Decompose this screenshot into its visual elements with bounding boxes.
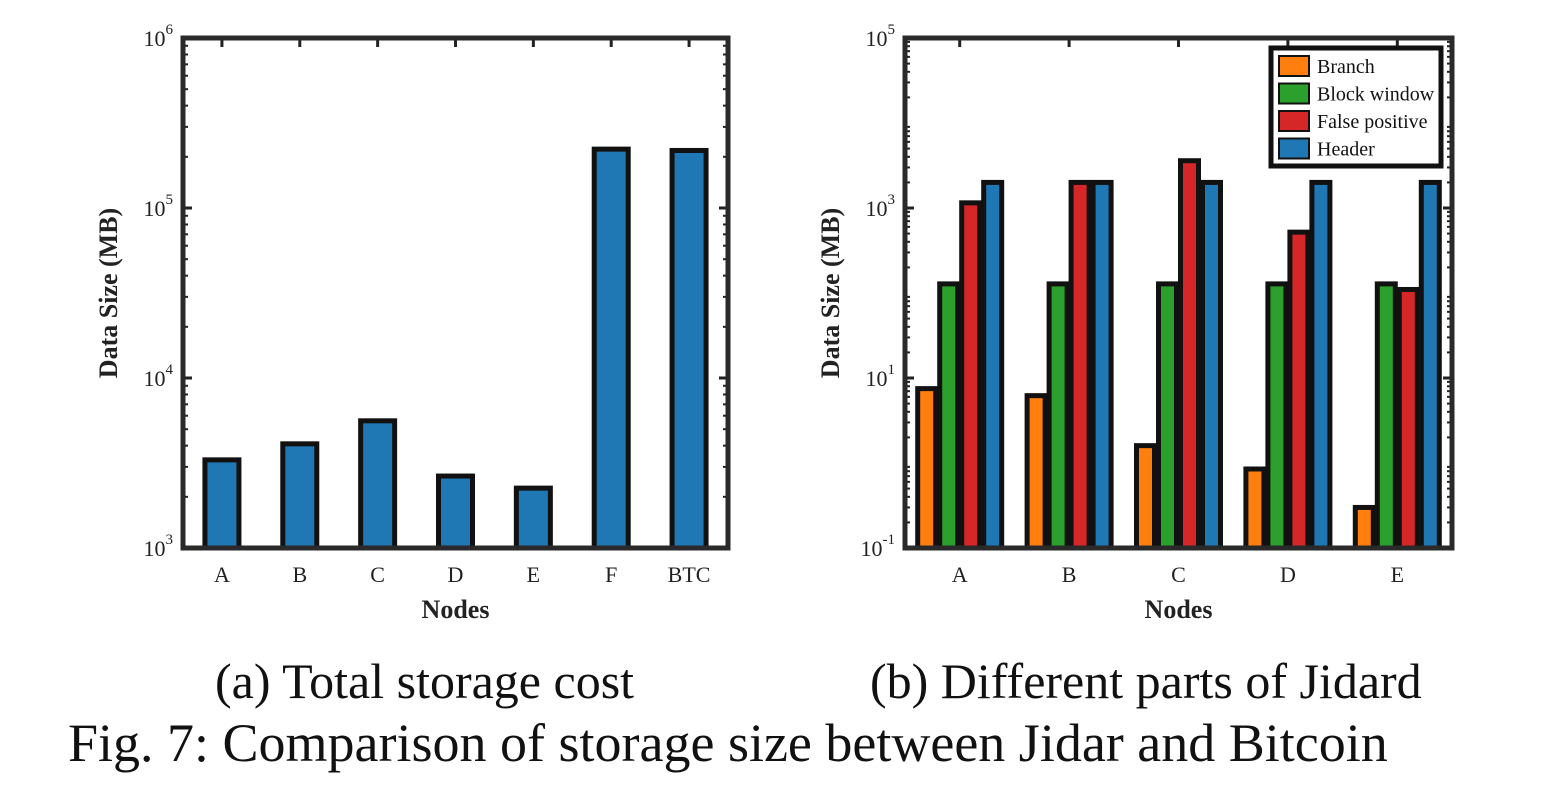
x-tick-label-d: D — [448, 562, 464, 587]
legend-swatch-block-window — [1278, 82, 1310, 105]
legend-swatch-false-positive — [1278, 110, 1310, 132]
chart-a-frame — [180, 35, 731, 551]
y-tick-label: 103 — [144, 532, 174, 561]
bar-e — [513, 485, 553, 551]
bar-a-false-positive — [959, 200, 983, 551]
bar-b — [280, 441, 320, 551]
y-tick-label: 101 — [866, 362, 896, 391]
y-tick-label: 104 — [144, 362, 174, 391]
bar-b-branch — [1024, 393, 1048, 551]
y-tick-label: 103 — [866, 192, 896, 221]
legend-label-block-window: Block window — [1317, 84, 1435, 106]
chart-b-x-axis-label: Nodes — [1145, 595, 1213, 624]
x-tick-label-c: C — [1171, 562, 1186, 587]
x-tick-label-f: F — [605, 562, 617, 587]
y-tick-label: 105 — [866, 22, 896, 51]
legend-label-false-positive: False positive — [1317, 111, 1428, 133]
bar-c-false-positive — [1178, 158, 1201, 551]
bar-c — [358, 418, 398, 551]
x-tick-label-b: B — [292, 562, 307, 587]
bar-e-branch — [1352, 504, 1376, 551]
chart-b-frame — [902, 35, 1455, 551]
bar-a-header — [981, 179, 1005, 551]
legend-label-header: Header — [1317, 139, 1375, 161]
y-tick-label: 105 — [144, 192, 174, 221]
legend-swatch-header — [1278, 137, 1310, 160]
bar-c-header — [1200, 179, 1223, 551]
x-tick-label-e: E — [1391, 562, 1404, 587]
x-tick-label-e: E — [527, 562, 540, 587]
x-tick-label-d: D — [1280, 562, 1296, 587]
bar-d — [436, 473, 475, 551]
x-tick-label-a: A — [214, 562, 230, 587]
bar-b-block-window — [1046, 281, 1070, 551]
bar-c-branch — [1134, 443, 1157, 551]
bar-d-header — [1309, 179, 1333, 551]
chart-different-parts-of-jidard: 10-1 101 103 105 Data Size (MB) Nodes A B C D E Bra… — [816, 22, 1455, 624]
bar-f — [591, 146, 631, 551]
chart-a-y-axis-label: Data Size (MB) — [94, 208, 123, 378]
y-tick-label: 10-1 — [861, 532, 896, 561]
bar-e-header — [1418, 179, 1442, 551]
bar-d-branch — [1243, 466, 1267, 551]
x-tick-label-a: A — [952, 562, 968, 587]
legend-swatch-branch — [1278, 55, 1310, 77]
caption-b: (b) Different parts of Jidard — [870, 653, 1422, 709]
figure-caption: Fig. 7: Comparison of storage size betwe… — [68, 713, 1388, 773]
figure-7: 103 104 105 106 Data Size (MB) Nodes A B C D E F BTC… — [94, 22, 1455, 624]
bar-b-false-positive — [1068, 179, 1092, 551]
y-tick-label: 106 — [144, 22, 174, 51]
chart-a-x-axis-label: Nodes — [422, 595, 490, 624]
bar-e-block-window — [1374, 281, 1398, 551]
bar-c-block-window — [1156, 281, 1179, 551]
legend-label-branch: Branch — [1317, 56, 1375, 78]
bar-d-false-positive — [1287, 229, 1311, 551]
chart-b-y-axis-label: Data Size (MB) — [816, 208, 845, 378]
bar-a — [202, 457, 242, 551]
caption-a: (a) Total storage cost — [215, 653, 635, 709]
bar-a-branch — [915, 386, 939, 551]
x-tick-label-b: B — [1062, 562, 1077, 587]
chart-total-storage-cost: 103 104 105 106 Data Size (MB) Nodes A B C D E F BTC — [94, 22, 731, 624]
bar-a-block-window — [937, 281, 961, 551]
x-tick-label-c: C — [370, 562, 385, 587]
bar-d-block-window — [1265, 281, 1289, 551]
bar-e-false-positive — [1396, 286, 1420, 551]
chart-b-legend: Branch Block window False positive Header — [1268, 45, 1444, 169]
x-tick-label-btc: BTC — [668, 562, 711, 587]
bar-btc — [669, 147, 709, 551]
bar-b-header — [1090, 179, 1114, 551]
